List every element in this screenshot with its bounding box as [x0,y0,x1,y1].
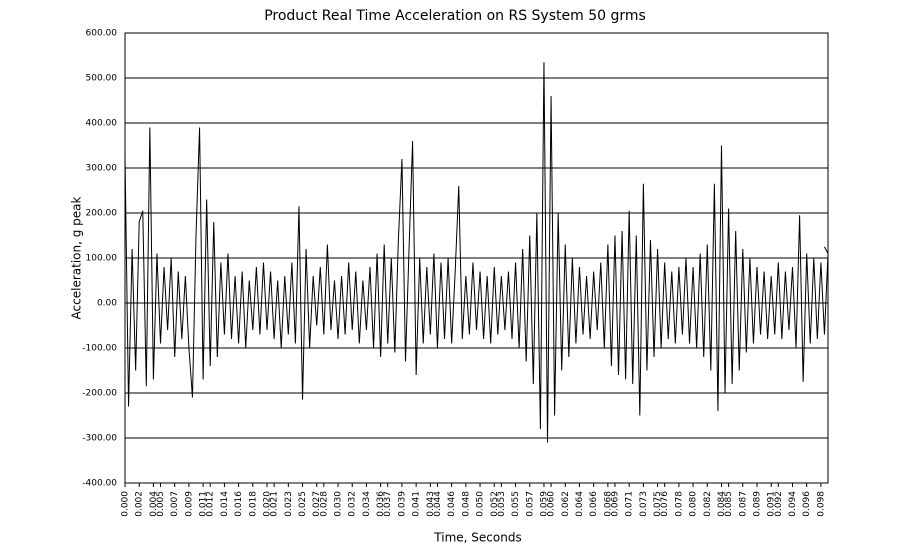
x-tick-label: 0.030 [334,491,344,517]
x-tick-label: 0.009 [184,491,194,517]
y-tick-label: -400.00 [82,479,117,489]
x-tick-label: 0.028 [319,491,329,517]
y-tick-label: 0.00 [97,299,117,309]
x-tick-label: 0.048 [461,491,471,517]
x-tick-label: 0.075 [653,491,663,517]
x-tick-label: 0.073 [639,491,649,517]
x-tick-label: 0.084 [717,491,727,517]
y-tick-label: 100.00 [86,254,118,264]
x-tick-label: 0.032 [348,491,358,517]
x-tick-label: 0.012 [206,491,216,517]
x-tick-label: 0.034 [362,491,372,517]
x-tick-label: 0.091 [767,491,777,517]
x-tick-label: 0.094 [788,491,798,517]
y-axis-title: Acceleration, g peak [70,196,84,319]
x-tick-label: 0.068 [603,491,613,517]
x-tick-label: 0.023 [284,491,294,517]
y-tick-label: 200.00 [86,209,118,219]
x-tick-label: 0.071 [625,491,635,517]
x-tick-label: 0.014 [220,491,230,517]
x-tick-label: 0.018 [248,491,258,517]
x-tick-label: 0.098 [816,491,826,517]
y-tick-label: 300.00 [86,164,118,174]
x-tick-label: 0.096 [802,491,812,517]
x-tick-label: 0.085 [724,491,734,517]
x-tick-label: 0.060 [547,491,557,517]
x-tick-label: 0.002 [135,491,145,517]
x-tick-label: 0.036 [376,491,386,517]
x-tick-label: 0.064 [575,491,585,517]
x-tick-label: 0.020 [263,491,273,517]
x-tick-label: 0.039 [397,491,407,517]
x-tick-label: 0.055 [511,491,521,517]
x-tick-label: 0.043 [426,491,436,517]
x-tick-label: 0.076 [660,491,670,517]
x-tick-label: 0.025 [298,491,308,517]
x-tick-label: 0.007 [170,491,180,517]
x-tick-label: 0.050 [476,491,486,517]
y-tick-label: -300.00 [82,434,117,444]
x-tick-label: 0.041 [412,491,422,517]
x-tick-label: 0.021 [270,491,280,517]
x-tick-label: 0.000 [121,491,131,517]
x-tick-label: 0.044 [433,491,443,517]
x-tick-label: 0.092 [774,491,784,517]
x-tick-label: 0.037 [383,491,393,517]
x-tick-label: 0.066 [589,491,599,517]
signal-line [124,62,829,443]
chart-title: Product Real Time Acceleration on RS Sys… [264,8,646,24]
x-tick-label: 0.062 [561,491,571,517]
y-tick-label: -200.00 [82,389,117,399]
x-tick-label: 0.004 [149,491,159,517]
y-tick-label: -100.00 [82,344,117,354]
y-tick-label: 400.00 [86,119,118,129]
x-tick-label: 0.011 [199,491,209,517]
x-tick-label: 0.080 [689,491,699,517]
x-tick-label: 0.046 [447,491,457,517]
y-tick-label: 600.00 [86,29,118,39]
x-axis-title: Time, Seconds [433,531,521,545]
x-tick-label: 0.052 [490,491,500,517]
y-tick-label: 500.00 [86,74,118,84]
x-tick-label: 0.087 [738,491,748,517]
x-tick-label: 0.027 [312,491,322,517]
x-tick-label: 0.089 [752,491,762,517]
x-tick-label: 0.059 [539,491,549,517]
x-tick-label: 0.053 [497,491,507,517]
x-tick-label: 0.078 [674,491,684,517]
x-tick-label: 0.082 [703,491,713,517]
x-tick-label: 0.057 [525,491,535,517]
x-tick-label: 0.016 [234,491,244,517]
x-tick-label: 0.005 [156,491,166,517]
x-tick-label: 0.069 [610,491,620,517]
